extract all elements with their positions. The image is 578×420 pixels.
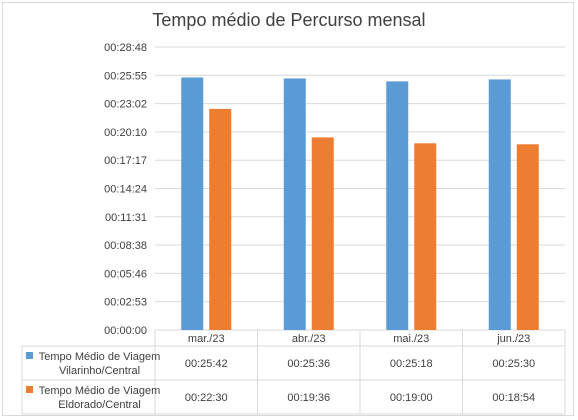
x-category-label: mar./23 [188, 333, 225, 345]
legend-label-series-1: Vilarinho/Central [59, 365, 140, 377]
bar-series-1 [488, 79, 511, 330]
y-tick-label: 00:20:10 [104, 127, 147, 139]
y-tick-label: 00:00:00 [104, 325, 147, 337]
bar-series-2 [209, 108, 232, 330]
table-value: 00:19:00 [390, 392, 433, 404]
x-category-label: mai./23 [393, 333, 429, 345]
chart-title: Tempo médio de Percurso mensal [152, 10, 426, 30]
table-value: 00:18:54 [492, 392, 535, 404]
y-tick-label: 00:14:24 [104, 184, 147, 196]
y-tick-label: 00:05:46 [104, 268, 147, 280]
legend-label-series-2: Tempo Médio de Viagem [39, 385, 160, 397]
y-tick-label: 00:17:17 [104, 155, 147, 167]
bar-series-1 [386, 81, 409, 330]
legend-key-series-2 [26, 386, 33, 393]
bar-series-1 [283, 78, 306, 330]
bar-series-2 [516, 144, 539, 330]
legend-label-series-1: Tempo Médio de Viagem [39, 351, 160, 363]
table-value: 00:19:36 [287, 392, 330, 404]
x-category-label: jun./23 [496, 333, 530, 345]
y-tick-label: 00:28:48 [104, 42, 147, 54]
table-value: 00:25:42 [185, 358, 228, 370]
table-value: 00:25:30 [492, 358, 535, 370]
y-tick-label: 00:25:55 [104, 70, 147, 82]
legend-key-series-1 [26, 352, 33, 359]
bar-series-2 [414, 143, 437, 330]
y-tick-label: 00:11:31 [105, 212, 147, 224]
bar-series-1 [181, 77, 204, 330]
y-tick-label: 00:08:38 [104, 240, 147, 252]
table-value: 00:25:18 [390, 358, 433, 370]
legend-label-series-2: Eldorado/Central [58, 399, 141, 411]
x-category-label: abr./23 [292, 333, 326, 345]
table-value: 00:22:30 [185, 392, 228, 404]
y-tick-label: 00:23:02 [104, 99, 147, 111]
bar-series-2 [311, 137, 334, 330]
y-tick-label: 00:02:53 [104, 297, 147, 309]
table-value: 00:25:36 [287, 358, 330, 370]
